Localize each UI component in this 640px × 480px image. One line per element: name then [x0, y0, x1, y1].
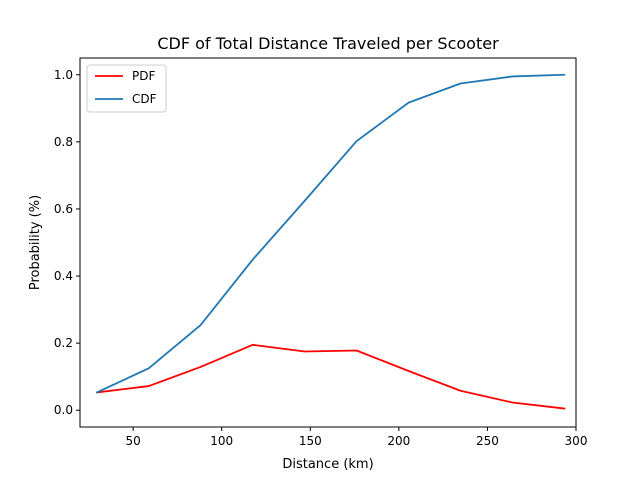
ticks: 50 100 150 200 250 300 0.0 0.2 0.4 0.6 0.8 1.0	[54, 68, 588, 448]
y-tick-label: 1.0	[54, 68, 73, 82]
legend-label-pdf: PDF	[132, 69, 155, 83]
x-tick-label: 200	[387, 434, 410, 448]
y-tick-label: 0.0	[54, 403, 73, 417]
series-line-pdf	[95, 343, 566, 410]
y-tick-label: 0.4	[54, 269, 73, 283]
x-tick-label: 100	[210, 434, 233, 448]
x-tick-label: 300	[565, 434, 588, 448]
y-tick-label: 0.8	[54, 135, 73, 149]
x-tick-label: 150	[299, 434, 322, 448]
y-tick-label: 0.6	[54, 202, 73, 216]
y-tick-label: 0.2	[54, 336, 73, 350]
chart-title: CDF of Total Distance Traveled per Scoot…	[157, 34, 499, 53]
x-axis-label: Distance (km)	[282, 457, 373, 472]
legend-label-cdf: CDF	[132, 92, 157, 106]
axes-frame	[79, 57, 577, 428]
x-tick-label: 250	[476, 434, 499, 448]
x-tick-label: 50	[126, 434, 141, 448]
legend: PDF CDF	[86, 64, 167, 113]
y-axis-label: Probability (%)	[28, 195, 43, 290]
plot-area	[95, 73, 566, 410]
series-line-cdf	[95, 73, 566, 394]
